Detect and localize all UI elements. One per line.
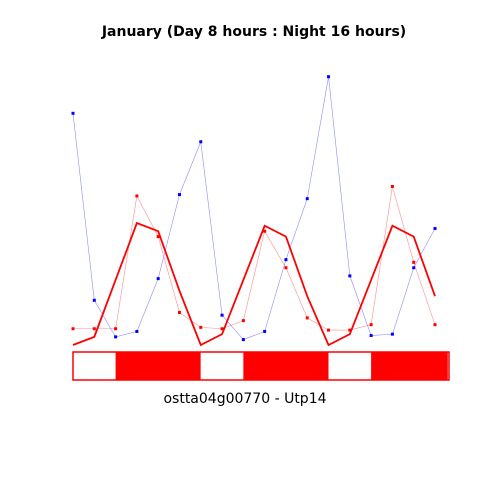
photoperiod-segment-dark-1 [115, 352, 201, 380]
series-0-point-13 [348, 274, 352, 278]
photoperiod-segment-light-0 [73, 352, 116, 380]
series-0-point-9 [263, 329, 267, 333]
series-1-point-17 [433, 323, 437, 327]
series-1-point-12 [327, 328, 331, 332]
series-0-point-12 [327, 75, 331, 79]
series-1-point-1 [92, 327, 96, 331]
photoperiod-segment-dark-3 [243, 352, 329, 380]
series-layer [71, 75, 437, 347]
series-0-point-5 [177, 193, 181, 197]
series-1-point-6 [199, 325, 203, 329]
series-line-0 [72, 76, 436, 340]
series-1-point-7 [220, 327, 224, 331]
photoperiod-bar [72, 351, 450, 381]
series-0-point-15 [390, 332, 394, 336]
series-1-point-3 [135, 194, 139, 198]
series-line-2 [72, 221, 436, 347]
series-1-point-8 [241, 319, 245, 323]
series-0-point-7 [220, 313, 224, 317]
series-0-point-14 [369, 334, 373, 338]
series-1-point-16 [412, 260, 416, 264]
series-1-point-2 [114, 327, 118, 331]
series-0-point-0 [71, 111, 75, 115]
series-0-point-11 [305, 197, 309, 201]
series-1-point-4 [156, 235, 160, 239]
series-1-point-13 [348, 328, 352, 332]
photoperiod-bar-border [72, 351, 450, 381]
series-1-point-11 [305, 316, 309, 320]
series-1-point-10 [284, 266, 288, 270]
series-0-point-6 [199, 140, 203, 144]
photoperiod-segment-dark-5 [371, 352, 448, 380]
series-1-point-0 [71, 327, 75, 331]
series-line-1 [73, 186, 436, 331]
series-0-point-4 [156, 277, 160, 281]
series-0-point-1 [92, 298, 96, 302]
series-0-point-16 [412, 266, 416, 270]
series-0-point-17 [433, 226, 437, 230]
photoperiod-segment-light-2 [200, 352, 244, 380]
series-0-point-10 [284, 258, 288, 262]
series-1-point-9 [263, 229, 267, 233]
series-1-point-5 [177, 310, 181, 314]
series-0-point-8 [241, 338, 245, 342]
chart-title: January (Day 8 hours : Night 16 hours) [101, 24, 406, 40]
series-1-point-14 [369, 323, 373, 327]
series-1-point-15 [390, 184, 394, 188]
series-0-point-3 [135, 329, 139, 333]
x-axis-label: ostta04g00770 - Utp14 [163, 391, 326, 407]
photoperiod-segment-light-4 [328, 352, 372, 380]
series-0-point-2 [114, 335, 118, 339]
